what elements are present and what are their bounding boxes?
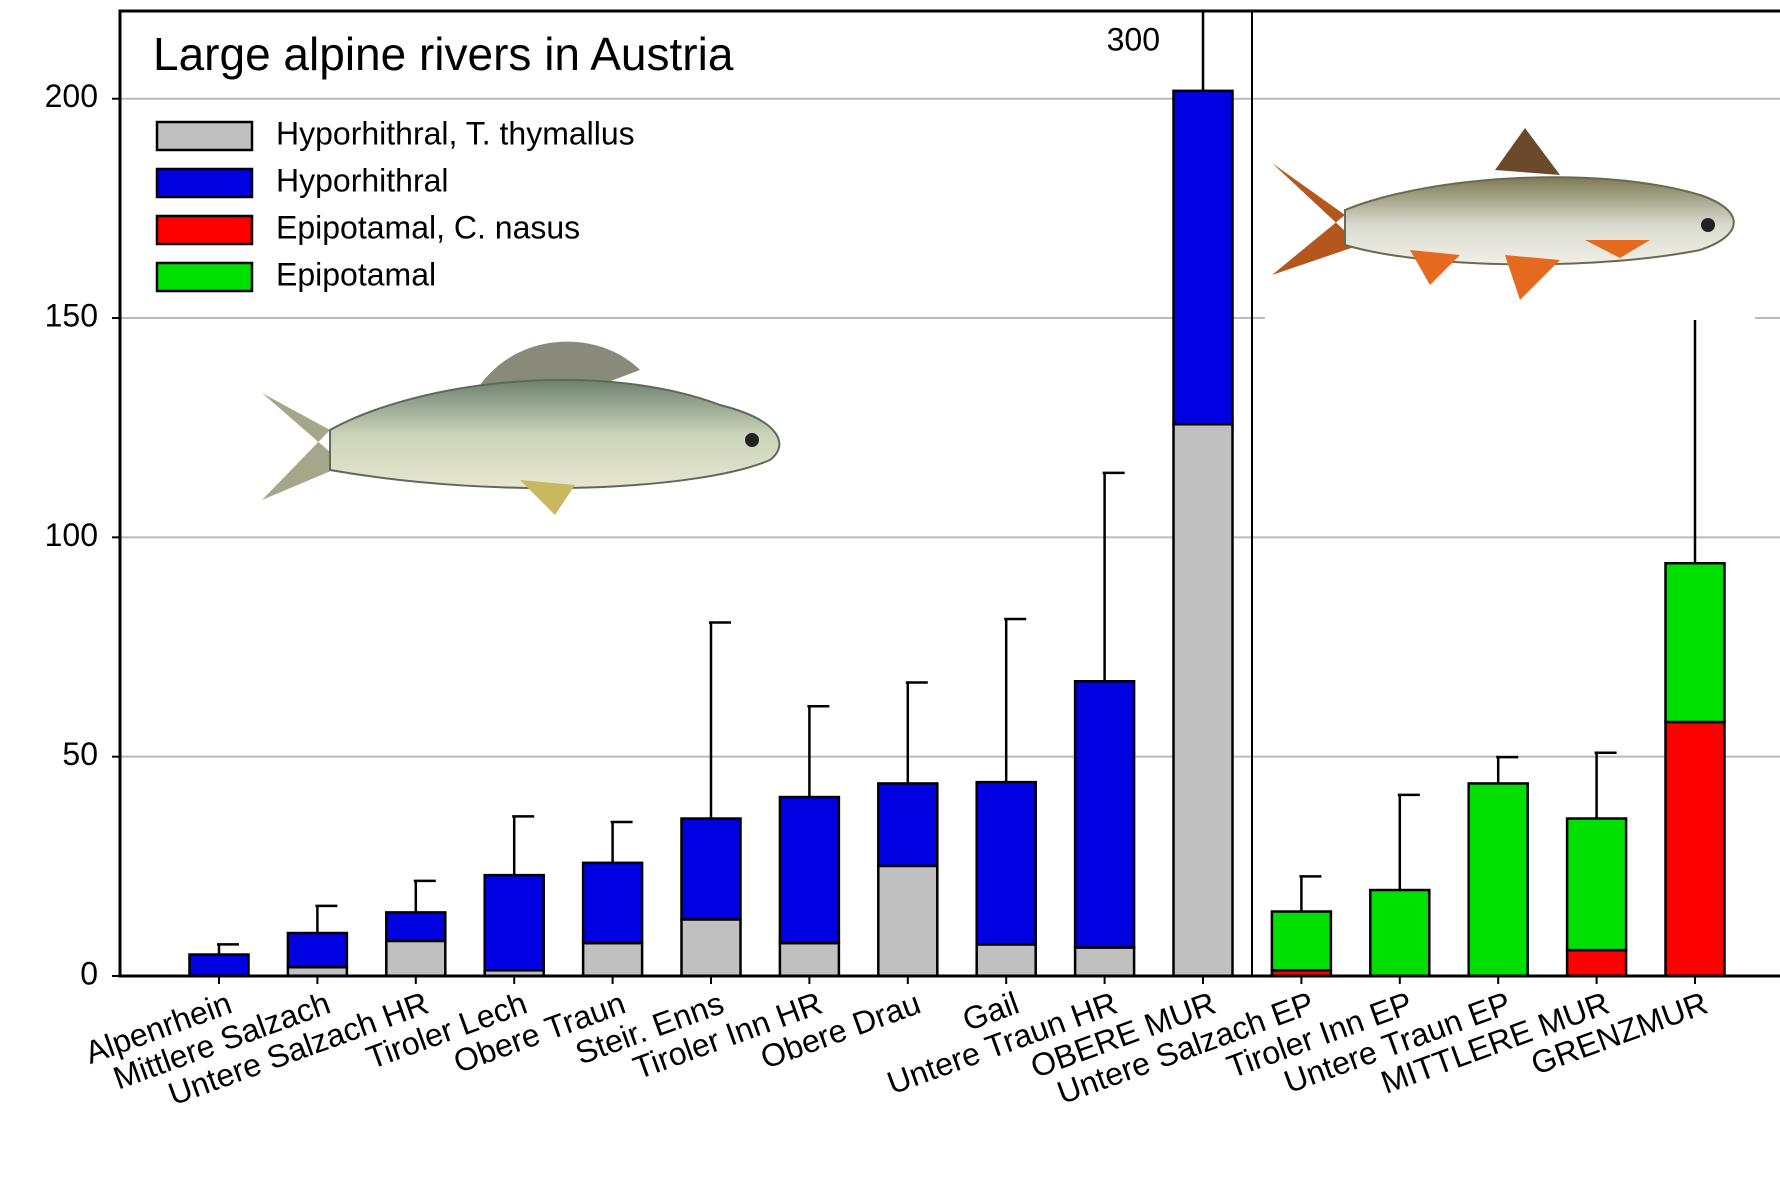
error-bar	[1496, 755, 1519, 784]
bar-segment	[778, 795, 841, 945]
bar-segment	[975, 780, 1037, 946]
legend-label: Hyporhithral	[276, 162, 449, 198]
bar-segment	[680, 918, 742, 978]
bar-segment	[1565, 817, 1628, 952]
legend-swatch	[155, 167, 254, 199]
legend-label: Hyporhithral, T. thymallus	[276, 115, 635, 151]
bar-segment	[581, 861, 644, 945]
bar-segment	[1664, 561, 1726, 724]
bar-segment	[286, 931, 349, 969]
error-bar	[512, 815, 535, 876]
bar-segment	[778, 941, 841, 978]
bar-segment	[877, 864, 939, 978]
bar-segment	[581, 941, 644, 978]
annotation: 300	[1107, 21, 1160, 57]
bar-segment	[385, 939, 447, 978]
error-bar	[610, 820, 633, 863]
bar-segment	[188, 953, 250, 978]
nase-illustration	[1272, 128, 1735, 300]
bar-segment	[1073, 679, 1136, 949]
legend-label: Epipotamal	[276, 256, 436, 292]
error-bar	[1397, 793, 1420, 891]
bar-segment	[1369, 888, 1431, 978]
bar-segment	[1270, 910, 1333, 972]
bar-segment	[385, 911, 447, 943]
bar-segment	[1565, 948, 1628, 978]
error-bar	[1693, 316, 1715, 564]
error-bar	[315, 904, 338, 934]
y-tick-label: 0	[80, 955, 98, 991]
bar-segment	[1664, 720, 1726, 978]
legend-swatch	[155, 120, 254, 152]
y-tick-label: 50	[62, 736, 98, 772]
legend-swatch	[155, 261, 254, 293]
grayling-illustration	[262, 341, 781, 515]
bar-segment	[1172, 89, 1234, 426]
legend-label: Epipotamal, C. nasus	[276, 209, 580, 245]
plot-frame	[118, 9, 1780, 978]
bar-segment	[877, 782, 939, 868]
error-bar	[807, 704, 830, 798]
error-bar	[413, 879, 436, 913]
legend-swatch	[155, 214, 254, 246]
error-bar	[1299, 875, 1322, 912]
bar-segment	[1172, 422, 1234, 978]
bar-segment	[483, 873, 545, 972]
error-bar	[709, 621, 731, 819]
error-bar	[1004, 617, 1027, 783]
bar-segment	[1467, 782, 1529, 978]
y-tick-label: 100	[45, 517, 98, 553]
bar-segment	[975, 943, 1037, 978]
y-tick-label: 200	[45, 78, 98, 114]
error-bar	[1102, 471, 1125, 682]
error-bar	[1594, 751, 1617, 819]
error-bar	[905, 681, 928, 784]
bar-segment	[680, 817, 742, 921]
chart-title: Large alpine rivers in Austria	[153, 28, 734, 80]
error-bar	[217, 943, 239, 955]
y-tick-label: 150	[45, 297, 98, 333]
bar-segment	[1073, 946, 1136, 978]
